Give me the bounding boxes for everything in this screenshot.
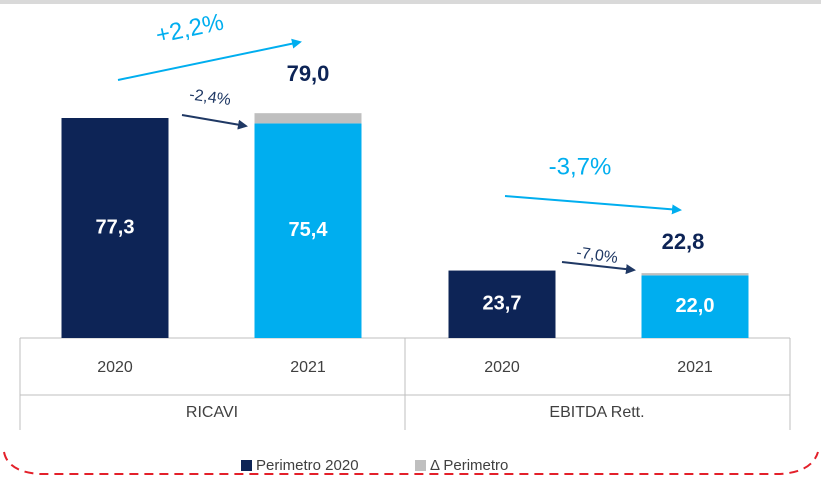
lfl-change-arrow	[561, 261, 636, 275]
lfl-change-label: -2,4%	[188, 86, 232, 109]
legend-swatch	[415, 460, 426, 471]
total-label: 79,0	[287, 61, 330, 86]
total-change-arrow	[117, 38, 302, 81]
x-tick-label: 2020	[484, 359, 520, 376]
lfl-change-arrow	[181, 114, 248, 130]
lfl-change-label: -7,0%	[575, 244, 619, 267]
bar-segment	[641, 275, 749, 338]
legend-swatch	[241, 460, 252, 471]
value-label: 23,7	[483, 293, 522, 315]
x-tick-label: 2021	[677, 359, 713, 376]
legend-label: Perimetro 2020	[256, 457, 359, 474]
total-change-label: -3,7%	[549, 153, 612, 180]
group-label: EBITDA Rett.	[549, 404, 644, 421]
value-label: 77,3	[96, 216, 135, 238]
value-label: 22,0	[676, 295, 715, 317]
top-border	[0, 0, 821, 4]
total-label: 22,8	[662, 229, 705, 254]
bar-segment	[254, 113, 362, 124]
group-label: RICAVI	[186, 404, 238, 421]
category-table	[19, 337, 791, 430]
bar-segment	[61, 118, 169, 338]
total-change-label: +2,2%	[153, 9, 226, 50]
legend-label: Δ Perimetro	[430, 457, 508, 474]
bar-segment	[641, 273, 749, 276]
bar-segment	[254, 123, 362, 339]
bar-segment	[448, 270, 556, 338]
dashed-highlight	[3, 451, 819, 475]
x-tick-label: 2020	[97, 359, 133, 376]
x-tick-label: 2021	[290, 359, 326, 376]
total-change-arrow	[504, 195, 682, 215]
value-label: 75,4	[289, 219, 329, 241]
